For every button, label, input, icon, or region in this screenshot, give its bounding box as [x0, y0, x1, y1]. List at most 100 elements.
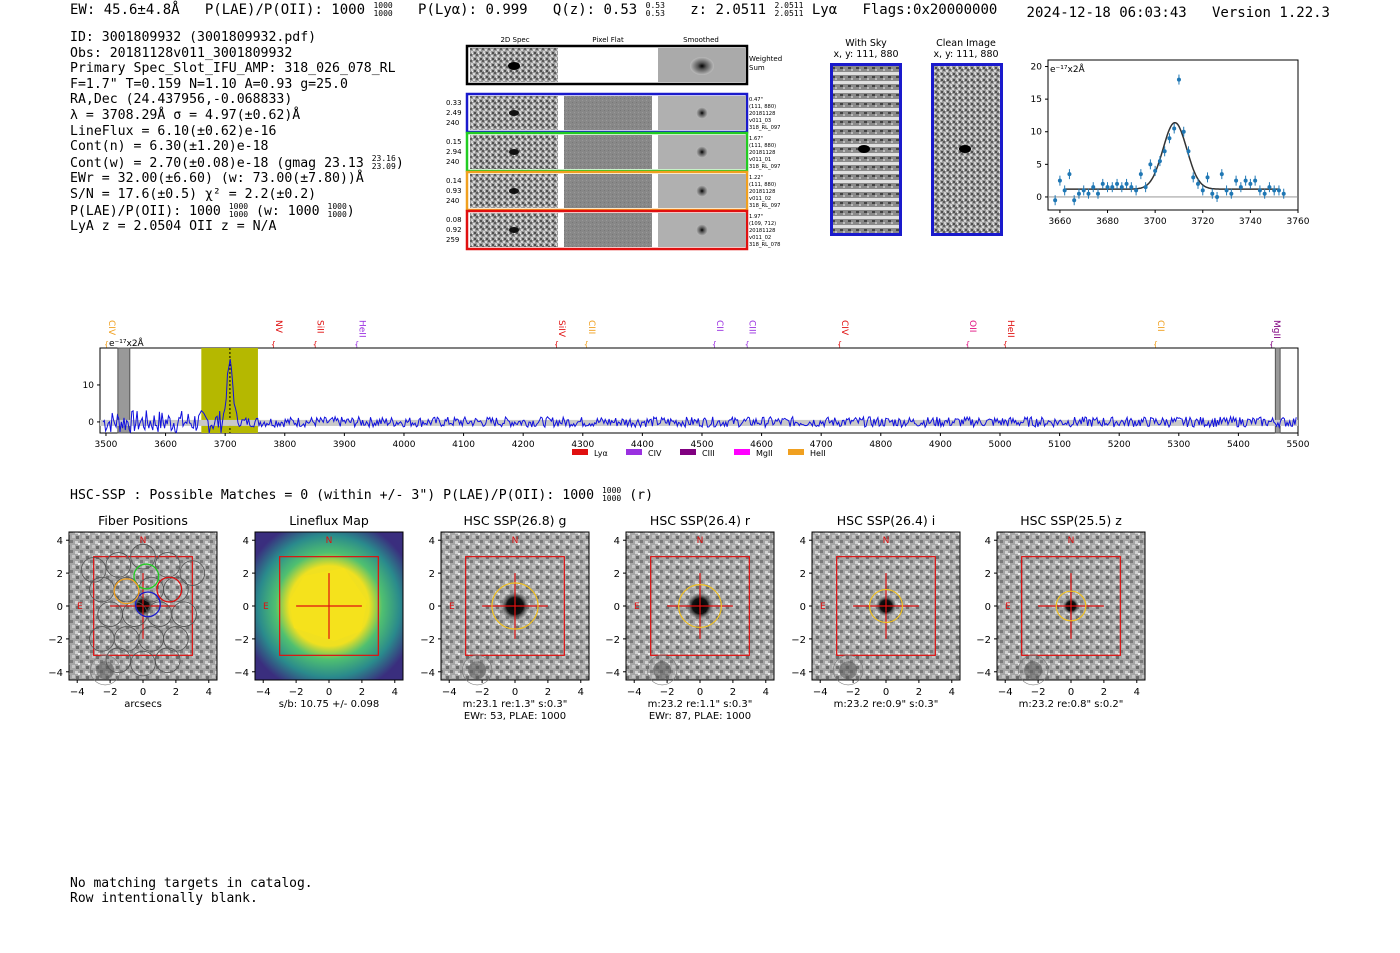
line-marker-label: NV: [273, 320, 283, 334]
panel-xtick-label: 2: [1101, 687, 1107, 698]
aperture-box: [1021, 556, 1121, 656]
panel-ytick-label: 4: [57, 536, 63, 547]
panel-caption-1: m:23.2 re:0.9" s:0.3": [834, 699, 939, 710]
weighted-label-1: Weighted: [749, 55, 782, 63]
panel-ytick-label: −2: [976, 635, 991, 646]
panel-xtick-label: 0: [512, 687, 518, 698]
full-xtick-label: 3600: [154, 440, 177, 450]
cutout-detail-d5: 318_RL_097: [749, 164, 781, 170]
info-id: ID: 3001809932 (3001809932.pdf): [70, 30, 317, 45]
zoom-spectrum-chart: e⁻¹⁷x2Å 0 5 10 15 20 3660 3680 3700 3720 3740 376…: [1031, 59, 1310, 227]
panel-xtick-label: −2: [660, 687, 675, 698]
fiber-circle: [130, 650, 156, 677]
hsc-panel-6: HSC SSP(25.5) z N E 4 2 0 −2 −4 −4 −2 0 2 4 m:23.2 re…: [976, 513, 1146, 710]
aperture-box: [836, 556, 936, 656]
line-id: Lyα: [811, 2, 838, 18]
panel-xtick-label: 0: [326, 687, 332, 698]
north-label: N: [140, 536, 147, 546]
plya-value: P(Lyα): 0.999: [418, 2, 528, 18]
panel-ytick-label: 0: [985, 602, 991, 613]
full-xtick-label: 3800: [273, 440, 296, 450]
neighbor-source: [1024, 661, 1043, 680]
hsc-summary: HSC-SSP : Possible Matches = 0 (within +…: [70, 486, 654, 504]
cutout-weight-w1: 0.08: [446, 216, 462, 224]
panel-ytick-label: 0: [800, 602, 806, 613]
east-label: E: [263, 602, 269, 612]
fiber-green: [133, 563, 160, 590]
line-marker-tick: {: [837, 340, 842, 349]
zoom-data-point: [1196, 181, 1200, 186]
zoom-xtick-label: 3680: [1096, 217, 1119, 227]
full-xtick-label: 4400: [631, 440, 654, 450]
fiber-circle: [130, 543, 156, 570]
masked-region-right: [1274, 347, 1281, 434]
panel-caption-2: EWr: 53, PLAE: 1000: [464, 711, 566, 722]
zoom-data-point: [1129, 185, 1134, 190]
north-label: N: [512, 536, 519, 546]
neighbor-circle: [90, 655, 121, 686]
panel-ytick-label: 0: [614, 602, 620, 613]
line-marker-tick: {: [104, 340, 109, 349]
line-marker-tick: {: [313, 340, 318, 349]
zoom-data-point: [1105, 185, 1110, 190]
panel-xtick-label: −2: [475, 687, 490, 698]
fiber-circle: [171, 601, 197, 627]
cutout-detail-d3: 20181128: [749, 228, 775, 234]
cutout-smoothed-source: [696, 107, 708, 119]
full-xtick-label: 4200: [512, 440, 535, 450]
panel-caption-1: arcsecs: [124, 699, 162, 710]
hsc-panel-4: HSC SSP(26.4) r N E 4 2 0 −2 −4 −4 −2 0 2 4 m:23.2 re…: [605, 513, 775, 722]
neighbor-source: [96, 661, 115, 680]
cutout-detail-d2: (111, 880): [749, 143, 776, 149]
zoom-data-point: [1157, 159, 1162, 164]
col-flat-label: Pixel Flat: [592, 36, 624, 44]
panel-ytick-label: 2: [57, 569, 63, 580]
zoom-data-point: [1072, 198, 1077, 203]
panel-xtick-label: −2: [103, 687, 118, 698]
line-marker-label: CIII: [747, 320, 757, 334]
zoom-data-point: [1053, 198, 1058, 203]
plae-range: 1000 1000: [373, 1, 393, 18]
cutout-detail-d1: 0.47": [749, 97, 763, 103]
panel-xtick-label: −2: [1031, 687, 1046, 698]
full-xtick-label: 4800: [869, 440, 892, 450]
full-xtick-label: 4300: [571, 440, 594, 450]
col-smooth-label: Smoothed: [683, 36, 719, 44]
line-marker-label: MgII: [1271, 320, 1281, 339]
zoom-data-point: [1191, 175, 1196, 180]
catalog-line-1: No matching targets in catalog.: [70, 876, 313, 891]
zoom-data-point: [1210, 191, 1215, 196]
hsc-panel-3: HSC SSP(26.8) g N E 4 2 0 −2 −4 −4 −2 0 2 4 m:23.1 re…: [420, 513, 590, 722]
full-ytick-label: 0: [88, 418, 94, 428]
cutout-detail-d4: v011_02: [749, 235, 771, 241]
zoom-ylabel: e⁻¹⁷x2Å: [1050, 63, 1086, 75]
zoom-data-point: [1076, 191, 1081, 196]
cutout-grid: 2D Spec Pixel Flat Smoothed Weighted Sum…: [446, 36, 782, 251]
info-radec: RA,Dec (24.437956,-0.068833): [70, 92, 293, 108]
line-marker-tick: {: [271, 340, 276, 349]
fiber-circle: [105, 552, 132, 578]
panel-xtick-label: −4: [813, 687, 828, 698]
ellipse-fit: [1055, 590, 1087, 622]
zoom-data-point: [1110, 185, 1115, 190]
cutout-pixel-flat: [564, 174, 652, 208]
panel-ytick-label: −2: [605, 635, 620, 646]
full-xtick-label: 4100: [452, 440, 475, 450]
aperture-box: [93, 556, 193, 656]
info-primary: Primary Spec_Slot_IFU_AMP: 318_026_078_R…: [70, 61, 396, 77]
info-plae: P(LAE)/P(OII): 1000 1000 1000 (w: 1000 10…: [70, 201, 355, 219]
info-contn: Cont(n) = 6.30(±1.20)e-18: [70, 139, 269, 155]
zoom-data-point: [1124, 181, 1129, 186]
cutout-row-4: 0.08 0.92 259 1.97"(109, 712)20181128v011_0…: [446, 209, 781, 251]
version: Version 1.22.3: [1211, 5, 1330, 21]
panel-xtick-label: 0: [883, 687, 889, 698]
legend-swatch: [788, 449, 804, 455]
cutout-detail-d2: (111, 880): [749, 182, 776, 188]
panel-title: HSC SSP(26.4) r: [650, 513, 751, 528]
panel-ytick-label: 0: [57, 602, 63, 613]
panel-xtick-label: 2: [359, 687, 365, 698]
cutout-weight-w1: 0.14: [446, 177, 462, 185]
east-label: E: [820, 602, 826, 612]
fiber-circle: [154, 647, 181, 674]
east-label: E: [1005, 602, 1011, 612]
